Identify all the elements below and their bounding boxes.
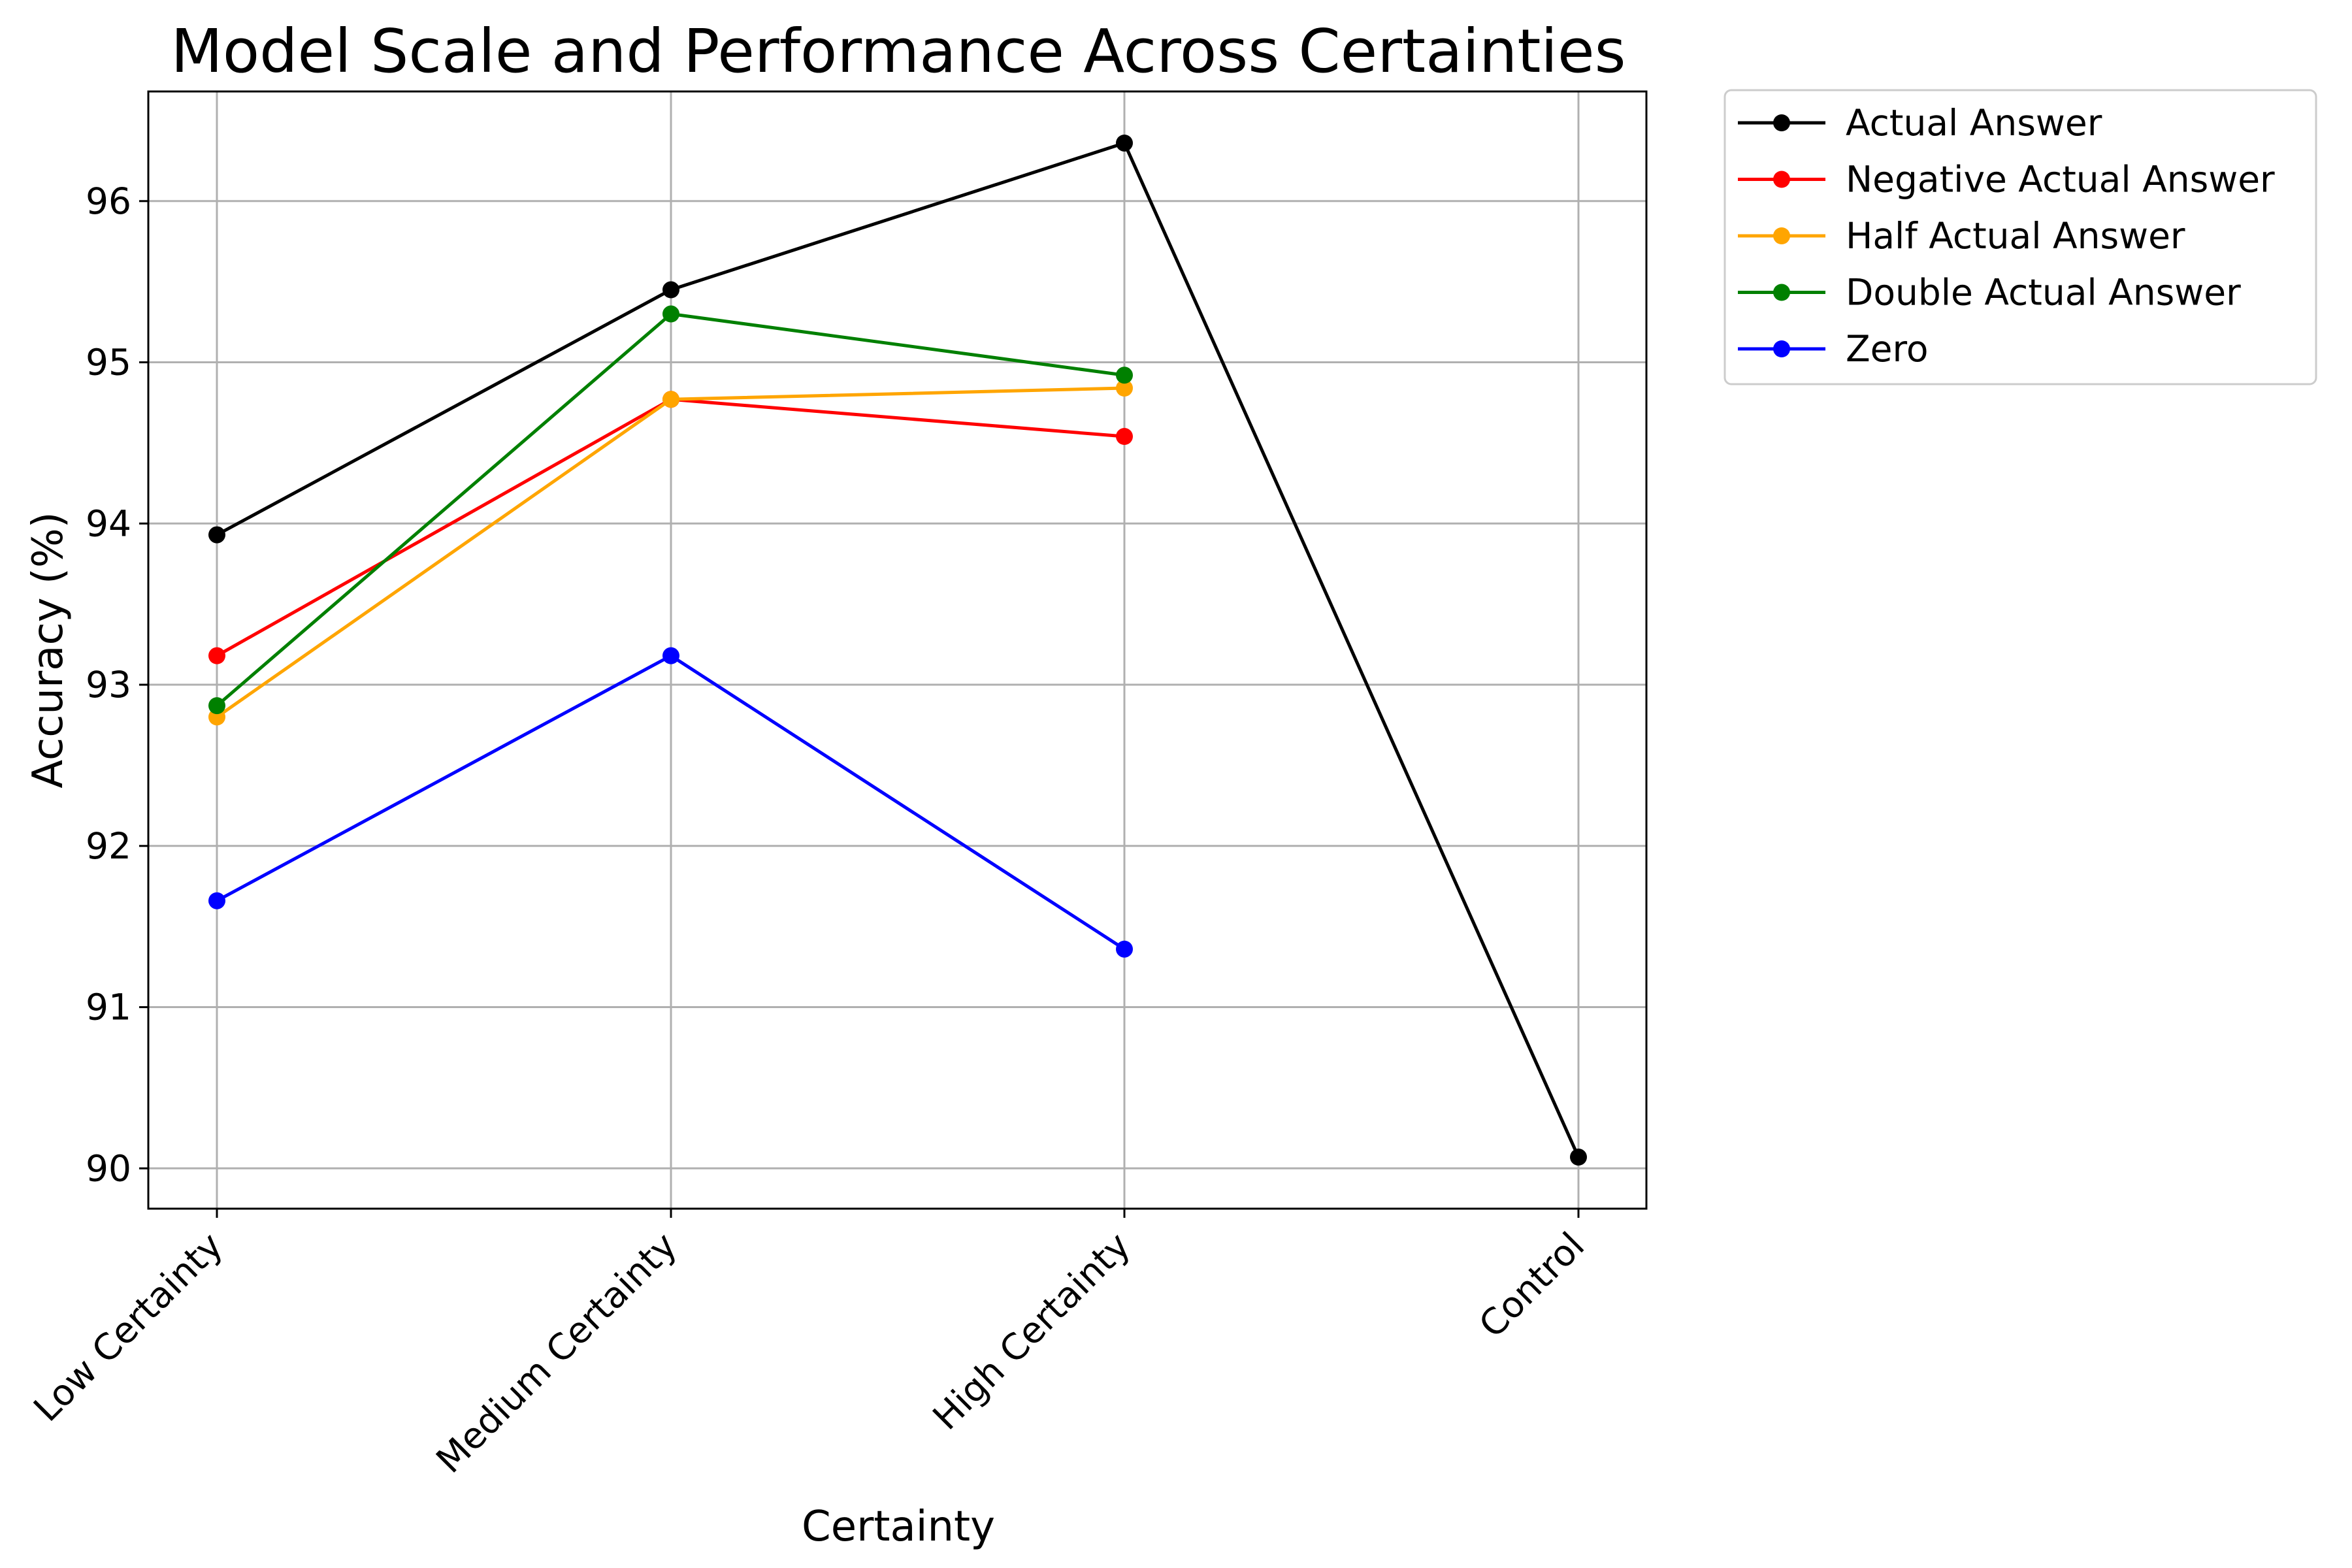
data-series (208, 134, 1587, 1166)
legend-entry: Double Actual Answer (1738, 272, 2241, 314)
data-point (1116, 367, 1133, 384)
data-point (1570, 1149, 1587, 1166)
series-3 (208, 305, 1133, 715)
y-tick-label: 96 (86, 180, 131, 222)
x-axis-label: Certainty (802, 1503, 995, 1551)
chart-legend: Actual Answer Negative Actual Answer Half … (1723, 89, 2317, 385)
data-point (662, 305, 679, 323)
data-point (208, 697, 225, 715)
chart-title: Model Scale and Performance Across Certa… (171, 16, 1625, 86)
series-line (216, 141, 1580, 1158)
y-tick-label: 93 (86, 664, 131, 706)
data-point (1116, 380, 1133, 397)
data-point (1116, 940, 1133, 958)
x-tick-label: High Certainty (924, 1224, 1138, 1438)
y-tick-label: 94 (86, 502, 131, 544)
legend-entry: Actual Answer (1738, 102, 2102, 144)
legend-label: Actual Answer (1846, 102, 2102, 144)
plot-area-frame (147, 90, 1648, 1210)
x-tick-label: Medium Certainty (428, 1224, 685, 1481)
legend-label: Zero (1846, 328, 1929, 370)
series-0 (208, 134, 1587, 1166)
y-axis-ticks: 90 91 92 93 94 95 96 (86, 180, 148, 1189)
legend-label: Half Actual Answer (1846, 215, 2185, 257)
legend-label: Double Actual Answer (1846, 272, 2241, 314)
legend-label: Negative Actual Answer (1846, 159, 2275, 201)
y-tick-label: 92 (86, 825, 131, 867)
legend-marker (1773, 340, 1790, 357)
data-point (662, 391, 679, 408)
x-tick-label: Low Certainty (25, 1224, 231, 1429)
data-point (662, 647, 679, 664)
legend-entry: Half Actual Answer (1738, 215, 2185, 257)
legend-items: Actual Answer Negative Actual Answer Half … (1738, 102, 2275, 370)
data-point (1116, 134, 1133, 152)
legend-entry: Negative Actual Answer (1738, 159, 2275, 201)
legend-marker (1773, 171, 1790, 188)
data-point (662, 281, 679, 299)
data-point (208, 647, 225, 664)
grid-lines (148, 91, 1646, 1209)
y-tick-label: 95 (86, 342, 131, 384)
data-point (1116, 428, 1133, 446)
legend-marker (1773, 114, 1790, 131)
y-axis-label: Accuracy (%) (24, 512, 73, 788)
y-tick-label: 90 (86, 1147, 131, 1189)
series-2 (208, 380, 1133, 726)
legend-marker (1773, 284, 1790, 301)
data-point (208, 892, 225, 909)
legend-entry: Zero (1738, 328, 1929, 370)
x-tick-label: Control (1471, 1224, 1592, 1346)
series-4 (208, 647, 1133, 958)
legend-box (1723, 89, 2317, 385)
legend-marker (1773, 227, 1790, 244)
x-axis-ticks: Low Certainty Medium Certainty High Certai… (25, 1209, 1592, 1481)
data-point (208, 526, 225, 544)
y-tick-label: 91 (86, 987, 131, 1028)
